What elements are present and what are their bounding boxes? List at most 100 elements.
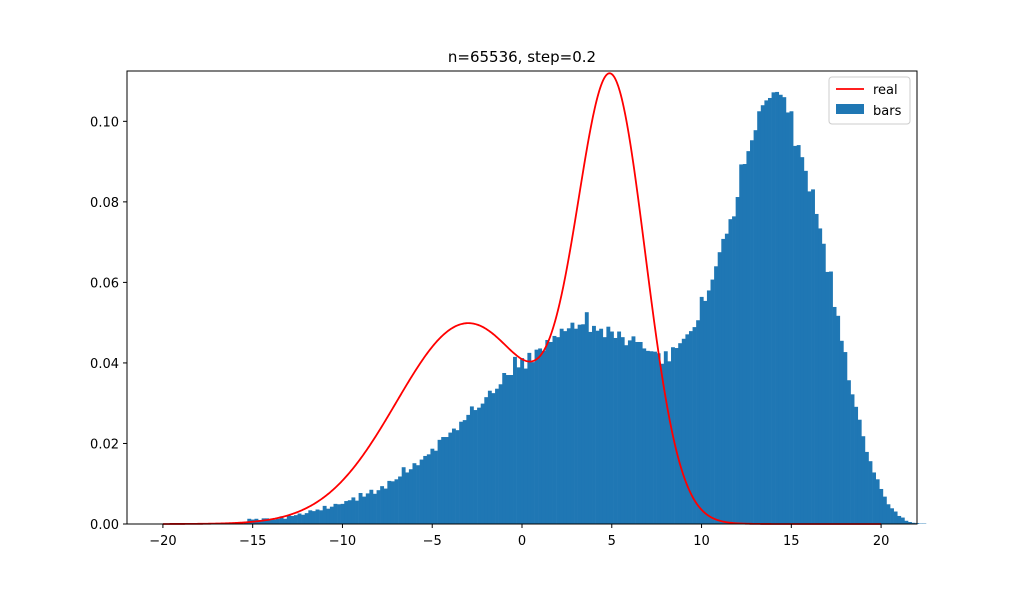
x-tick-label: 20 <box>873 534 890 549</box>
histogram-bar <box>462 420 467 524</box>
histogram-bar <box>832 306 837 524</box>
histogram-bar <box>897 515 902 524</box>
histogram-bar <box>394 479 399 524</box>
histogram-bar <box>437 439 442 524</box>
histogram-bar <box>785 112 790 524</box>
histogram-bar <box>502 373 507 524</box>
histogram-bar <box>469 406 474 524</box>
histogram-bar <box>272 519 277 524</box>
histogram-bar <box>724 233 729 524</box>
histogram-bar <box>793 145 797 524</box>
histogram-bar <box>304 513 309 524</box>
histogram-bar <box>563 331 568 524</box>
histogram-bar <box>286 515 291 524</box>
histogram-bar <box>592 325 596 524</box>
histogram-bar <box>581 324 586 524</box>
legend-bars-label: bars <box>873 104 902 119</box>
histogram-bar <box>778 94 783 524</box>
histogram-bar <box>782 97 787 525</box>
histogram-bar <box>347 500 352 524</box>
histogram-bar <box>857 419 862 524</box>
histogram-bar <box>879 488 884 524</box>
histogram-bar <box>372 493 377 524</box>
histogram-bar <box>434 450 438 524</box>
histogram-bar <box>283 518 288 524</box>
histogram-bar <box>886 504 891 524</box>
histogram-bar <box>811 189 815 524</box>
histogram-bar <box>290 515 295 524</box>
histogram-bar <box>875 479 880 524</box>
histogram-bar <box>430 448 435 524</box>
histogram-bar <box>854 406 859 524</box>
histogram-bar <box>900 517 905 524</box>
histogram-bar <box>584 312 589 524</box>
histogram-bar <box>570 322 575 524</box>
y-tick-label: 0.04 <box>90 357 119 372</box>
histogram-bar <box>818 228 823 524</box>
histogram-bar <box>362 496 367 524</box>
histogram-bar <box>750 140 754 524</box>
y-tick-label: 0.08 <box>90 196 119 211</box>
histogram-bar <box>365 493 370 524</box>
histogram-bar <box>329 506 334 524</box>
histogram-bar <box>890 508 894 524</box>
histogram-bar <box>276 518 280 524</box>
histogram-bar <box>606 326 611 524</box>
histogram-bar <box>746 151 751 524</box>
y-axis: 0.00 0.02 0.04 0.06 0.08 0.10 <box>90 115 127 533</box>
histogram-bar <box>908 521 912 524</box>
histogram-bar <box>358 492 363 524</box>
histogram-bar <box>674 348 679 524</box>
histogram-bar <box>814 213 819 524</box>
histogram-bar <box>864 451 869 524</box>
histogram-bar <box>426 454 431 524</box>
histogram-bar <box>829 271 833 524</box>
histogram-bar <box>588 331 593 524</box>
histogram-bar <box>843 352 848 524</box>
histogram-bar <box>775 91 780 524</box>
x-tick-label: −15 <box>239 534 266 549</box>
histogram-bar <box>530 362 535 524</box>
histogram-bar <box>473 410 478 524</box>
histogram-bar <box>484 397 489 524</box>
histogram-bar <box>760 105 765 524</box>
histogram-bar <box>911 522 916 524</box>
histogram-bar <box>836 315 841 524</box>
histogram-bar <box>293 515 298 524</box>
histogram-bar <box>624 345 629 524</box>
histogram-bar <box>627 340 632 524</box>
histogram-bar <box>516 367 521 524</box>
histogram-bar <box>548 341 553 524</box>
histogram-bar <box>803 170 808 525</box>
histogram-bar <box>595 330 600 524</box>
histogram-bar <box>258 519 262 524</box>
x-tick-label: −10 <box>329 534 356 549</box>
histogram-bar <box>416 465 420 524</box>
histogram-bar <box>753 130 758 524</box>
legend-bars-swatch <box>836 104 864 114</box>
histogram-bar <box>868 461 873 524</box>
histogram-bar <box>767 97 772 524</box>
histogram-bar <box>265 518 270 524</box>
histogram-bar <box>635 341 639 524</box>
histogram-bar <box>480 403 485 524</box>
histogram-bar <box>322 505 327 524</box>
histogram-bar <box>620 337 625 524</box>
histogram-bar <box>617 331 622 524</box>
histogram-bar <box>739 164 744 525</box>
histogram-bar <box>520 358 525 524</box>
histogram-bar <box>681 338 686 524</box>
histogram-bar <box>821 243 826 525</box>
histogram-bar <box>699 296 704 524</box>
histogram-bar <box>337 504 341 524</box>
histogram-bar <box>301 514 306 524</box>
histogram-bar <box>631 336 636 524</box>
histogram-bar <box>376 490 381 524</box>
histogram-bar <box>491 393 496 524</box>
histogram-bar <box>308 510 313 524</box>
histogram-bar <box>566 328 571 524</box>
histogram-bar <box>649 351 654 524</box>
x-tick-label: −20 <box>149 534 176 549</box>
histogram-bar <box>717 252 722 524</box>
